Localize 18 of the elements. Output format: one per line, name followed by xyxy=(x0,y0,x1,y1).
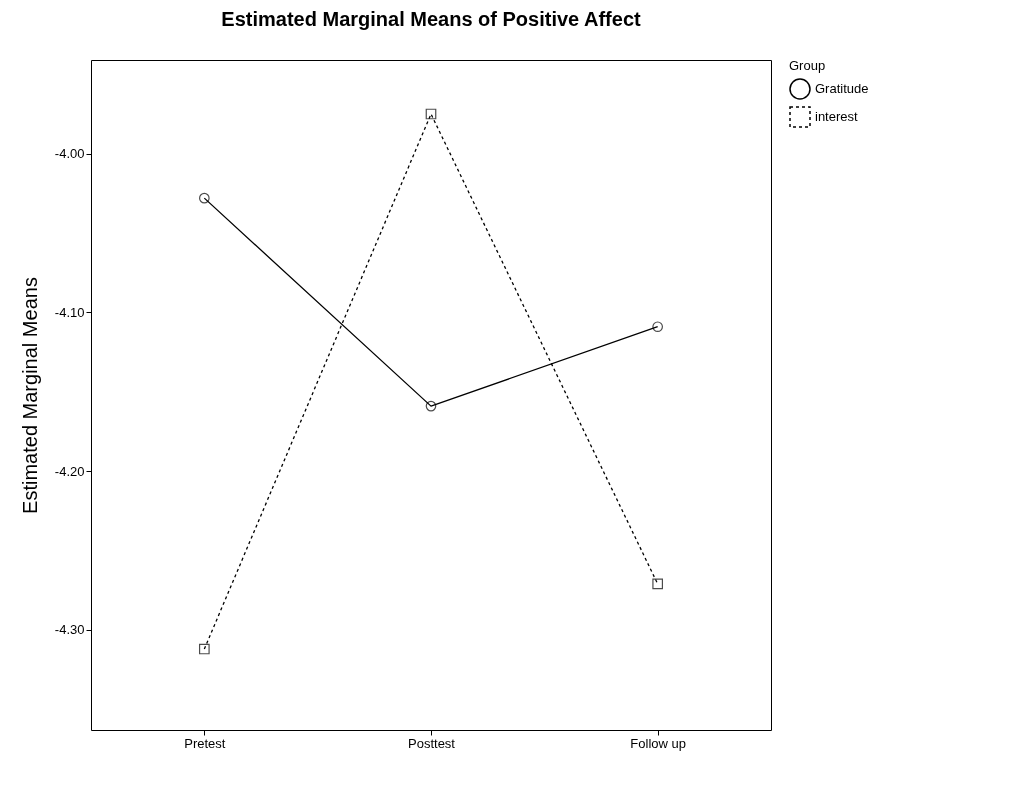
x-tick-label: Follow up xyxy=(630,735,686,751)
point xyxy=(425,400,437,412)
legend-label: interest xyxy=(815,109,859,124)
point xyxy=(652,578,664,590)
y-tick-label: -4.30 xyxy=(54,622,85,638)
y-tick-label: -4.20 xyxy=(54,463,85,479)
y-axis-title: Estimated Marginal Means xyxy=(18,277,41,514)
point xyxy=(198,643,210,655)
x-tick-label: Posttest xyxy=(408,735,456,751)
chart-title: Estimated Marginal Means of Positive Affect xyxy=(221,8,642,30)
y-tick-label: -4.10 xyxy=(54,304,85,320)
legend-label: Gratitude xyxy=(815,81,869,96)
x-tick-label: Pretest xyxy=(184,735,226,751)
point xyxy=(198,192,210,204)
point xyxy=(652,321,664,333)
legend-title: Group xyxy=(789,58,826,73)
point xyxy=(425,108,437,120)
y-tick-label: -4.00 xyxy=(54,146,85,162)
